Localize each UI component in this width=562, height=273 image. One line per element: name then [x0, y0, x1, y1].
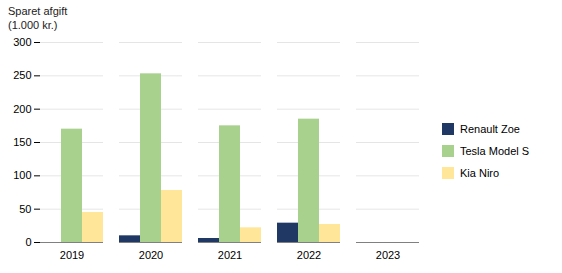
svg-text:300: 300	[13, 36, 31, 48]
svg-text:2023: 2023	[376, 249, 400, 261]
html-text:Sparet afgift: Sparet afgift	[8, 5, 68, 17]
svg-text:0: 0	[25, 236, 31, 248]
html-text:(1.000 kr.): (1.000 kr.)	[8, 19, 58, 31]
html-text:Renault Zoe: Renault Zoe	[460, 123, 520, 135]
svg-text:2021: 2021	[218, 249, 242, 261]
html-text:Tesla Model S: Tesla Model S	[460, 145, 530, 157]
svg-text:50: 50	[19, 203, 31, 215]
svg-text:2020: 2020	[139, 249, 163, 261]
svg-text:250: 250	[13, 69, 31, 81]
svg-text:200: 200	[13, 103, 31, 115]
html-text:Kia Niro: Kia Niro	[460, 167, 500, 179]
svg-text:100: 100	[13, 169, 31, 181]
svg-text:2019: 2019	[60, 249, 84, 261]
svg-text:2022: 2022	[297, 249, 321, 261]
svg-text:150: 150	[13, 136, 31, 148]
